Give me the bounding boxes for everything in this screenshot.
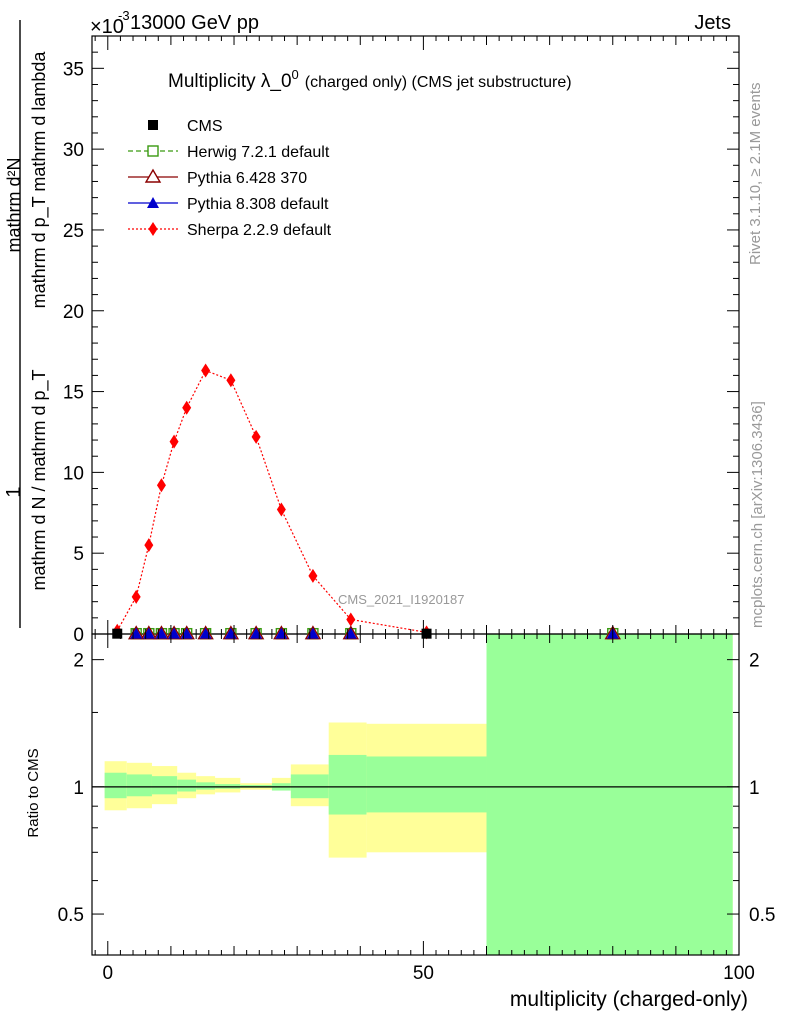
legend-marker [144,168,162,183]
ticks-layer: 0 5 10 15 20 25 30 35 0 50 100 0.5 0.5 1 1 2 2 [58,35,775,984]
data-point-sherpa [276,502,286,517]
y-tick-label: 0 [73,625,84,646]
legend: CMS Herwig 7.2.1 default Pythia 6.428 370 P… [128,118,332,239]
exponent-power: -3 [118,8,130,23]
ylabel-upper-numerator: 1 [3,486,25,497]
ratio-bands [92,634,739,955]
data-point-sherpa [251,429,261,444]
y-tick-label: 10 [63,463,84,484]
ratio-band-green [486,634,733,955]
ratio-y-tick-label-right: 2 [749,651,760,672]
ylabel-right-denominator: mathrm d p_T mathrm d lambda [29,51,50,309]
ratio-band-green [151,776,178,795]
exponent-label: ×10 [90,16,124,38]
data-point-sherpa [308,568,318,583]
data-point-sherpa [131,589,141,604]
data-point-cms [421,628,432,639]
y-tick-label: 20 [63,302,84,323]
x-tick-label: 0 [102,963,113,984]
plot-title-main: Multiplicity λ_0 [168,71,292,92]
legend-marker [147,197,159,208]
data-point-cms [112,628,123,639]
data-point-sherpa [156,478,166,493]
analysis-label: CMS_2021_I1920187 [338,592,465,607]
ratio-band-green [126,774,152,797]
y-tick-label: 30 [63,140,84,161]
legend-marker [148,120,158,130]
ylabel-upper-denominator: mathrm d N / mathrm d p_T [29,369,50,590]
y-tick-label: 35 [63,59,84,80]
ratio-band-green [177,779,197,792]
ylabel-right-numerator: mathrm d²N [4,157,24,252]
y-tick-label: 15 [63,383,84,404]
data-point-sherpa [226,373,236,388]
data-point-sherpa [144,538,154,553]
data-point-sherpa [169,434,179,449]
header-right: Jets [694,12,731,34]
legend-label: Pythia 6.428 370 [187,170,307,187]
ratio-band-green [104,772,127,799]
header-left: 13000 GeV pp [130,12,259,34]
y-tick-label: 5 [73,544,84,565]
ylabel-ratio: Ratio to CMS [25,748,42,837]
legend-marker [147,145,159,157]
ratio-y-tick-label: 0.5 [58,905,84,926]
data-point-sherpa [346,612,356,627]
data-point-sherpa [182,400,192,415]
mcplots-label: mcplots.cern.ch [arXiv:1306.3436] [749,401,766,628]
ratio-y-tick-label-right: 0.5 [749,905,775,926]
ratio-y-tick-label: 1 [73,778,84,799]
ratio-band-green [366,756,487,813]
ratio-plot-frame [91,633,740,956]
ratio-band-green [328,754,367,815]
xlabel: multiplicity (charged-only) [510,988,748,1011]
ratio-y-tick-label-right: 1 [749,778,760,799]
x-tick-label: 100 [723,963,755,984]
plot-title-sup: 0 [292,67,299,82]
ratio-y-tick-label: 2 [73,651,84,672]
legend-label: Herwig 7.2.1 default [187,144,330,161]
y-tick-label: 25 [63,221,84,242]
legend-label: CMS [187,118,223,135]
rivet-label: Rivet 3.1.10, ≥ 2.1M events [747,83,764,266]
legend-label: Pythia 8.308 default [187,196,329,213]
legend-label: Sherpa 2.2.9 default [187,222,332,239]
plot-title: Multiplicity λ_00 (charged only) (CMS jet… [168,67,572,92]
data-point-sherpa [201,363,211,378]
ratio-band-green [196,782,216,790]
legend-marker [148,222,158,236]
x-tick-label: 50 [413,963,434,984]
plot-title-suffix: (charged only) (CMS jet substructure) [305,74,572,91]
